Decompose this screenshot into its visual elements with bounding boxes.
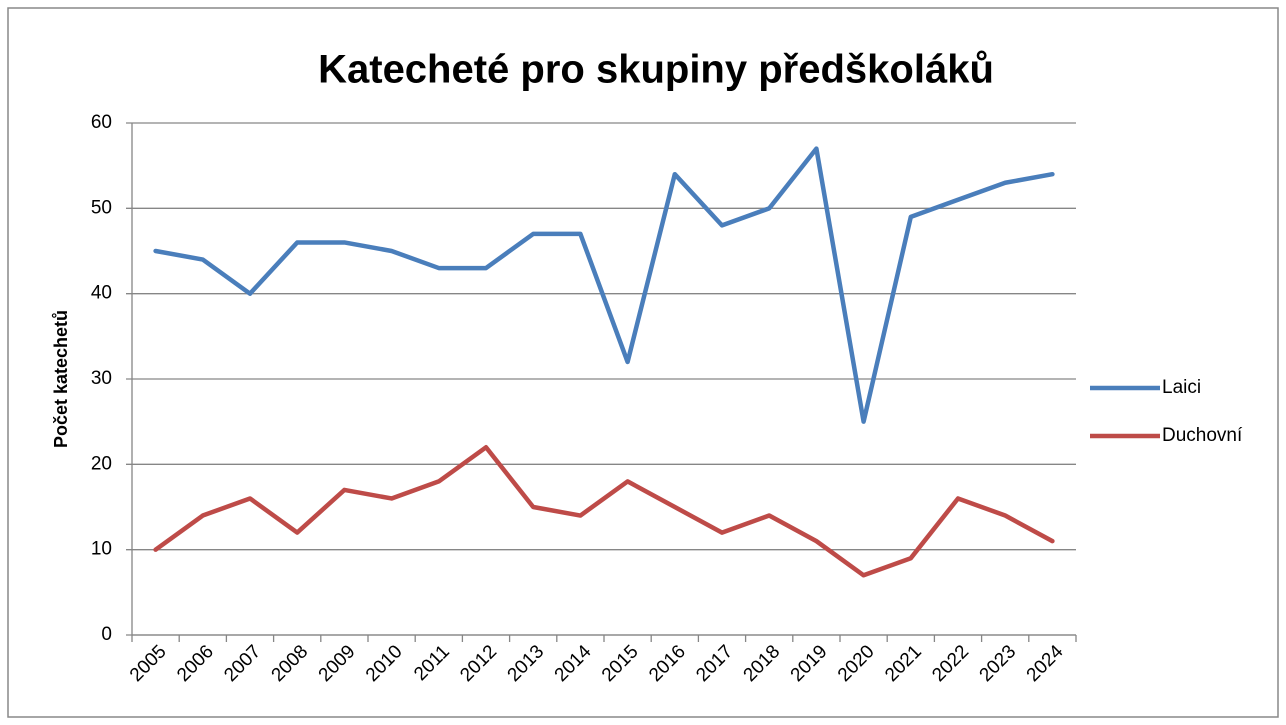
y-tick-label: 20 (91, 453, 112, 474)
y-axis-label: Počet katechetů (51, 310, 71, 448)
chart-title: Katecheté pro skupiny předškoláků (318, 48, 994, 92)
line-series (153, 445, 1055, 578)
line-series (153, 146, 1055, 424)
legend-label: Duchovní (1162, 425, 1243, 446)
legend-label: Laici (1162, 377, 1201, 398)
y-tick-label: 50 (91, 197, 112, 218)
y-tick-label: 30 (91, 368, 112, 389)
y-tick-label: 0 (101, 624, 112, 645)
y-tick-label: 60 (91, 112, 112, 133)
y-tick-label: 10 (91, 539, 112, 560)
chart-frame (7, 7, 1279, 718)
y-tick-label: 40 (91, 283, 112, 304)
